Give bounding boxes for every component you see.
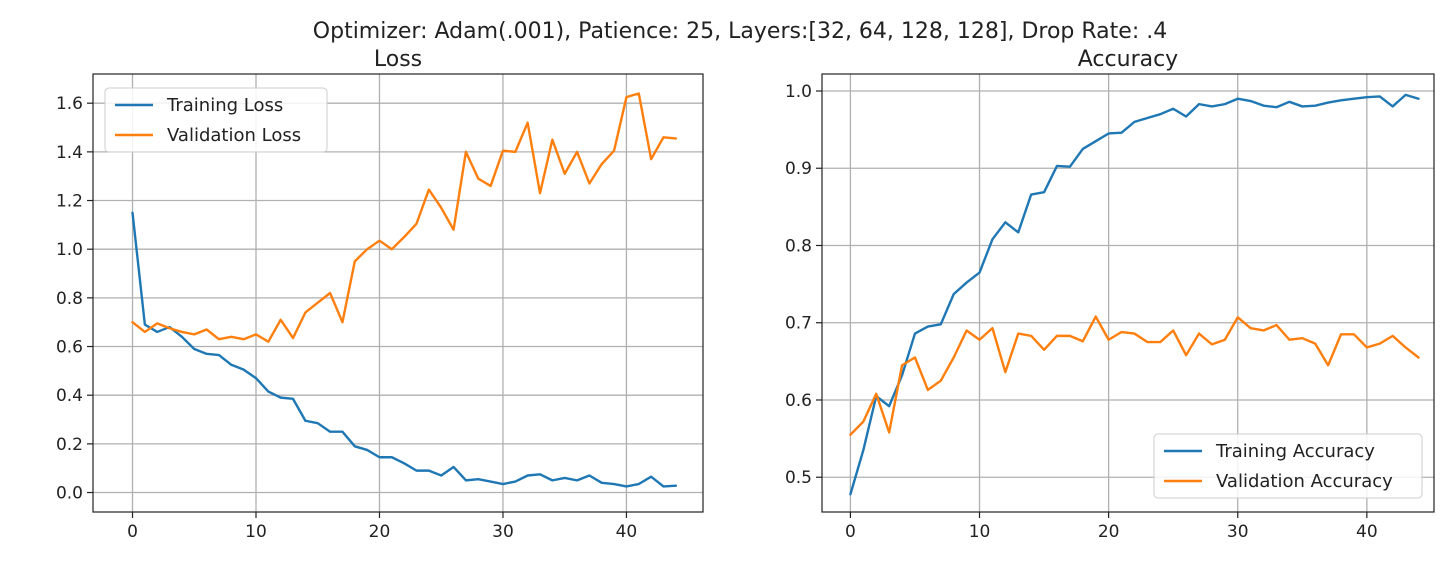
- accuracy-x-tick-label: 10: [969, 522, 991, 542]
- accuracy-y-tick-label: 0.5: [785, 468, 812, 488]
- loss-y-tick-label: 1.6: [56, 94, 83, 114]
- accuracy-legend-box: [1153, 433, 1423, 499]
- accuracy-y-tick-label: 0.7: [785, 314, 812, 334]
- training-loss-line: [131, 211, 678, 488]
- training-accuracy-legend-label: Training Accuracy: [1215, 441, 1375, 462]
- loss-y-tick-label: 1.4: [56, 143, 83, 163]
- accuracy-axes-frame: [821, 73, 1435, 513]
- loss-y-tick-label: 1.0: [56, 240, 83, 260]
- accuracy-chart-panel: Accuracy 0 10 20 30 40 0.5 0.6 0.7 0.8 0.9 1.0 Train…: [785, 47, 1435, 542]
- accuracy-legend: Training Accuracy Validation Accuracy: [1153, 433, 1423, 499]
- loss-x-tick-label: 0: [127, 522, 138, 542]
- accuracy-x-tick-label: 30: [1227, 522, 1249, 542]
- accuracy-x-tick-label: 0: [845, 522, 856, 542]
- loss-chart-panel: Loss 0 10 20 30 40 0.0 0.2 0.4 0.6 0.8 1.0 1.2 1.4 1.6…: [56, 47, 704, 542]
- loss-y-tick-label: 1.2: [56, 192, 83, 212]
- loss-y-tick-label: 0.0: [56, 484, 83, 504]
- accuracy-x-tick-label: 40: [1356, 522, 1378, 542]
- loss-y-tick-label: 0.4: [56, 386, 83, 406]
- validation-accuracy-line: [849, 315, 1420, 436]
- training-accuracy-line: [849, 93, 1420, 496]
- loss-chart-title: Loss: [374, 47, 422, 72]
- validation-accuracy-legend-label: Validation Accuracy: [1216, 471, 1393, 492]
- loss-x-tick-label: 30: [492, 522, 514, 542]
- loss-x-tick-label: 40: [616, 522, 638, 542]
- loss-y-tick-label: 0.6: [56, 338, 83, 358]
- loss-y-tick-label: 0.8: [56, 289, 83, 309]
- accuracy-y-tick-label: 1.0: [785, 82, 812, 102]
- loss-axes-frame: [92, 73, 704, 513]
- accuracy-y-tick-label: 0.8: [785, 236, 812, 256]
- loss-legend: Training Loss Validation Loss: [104, 87, 328, 153]
- accuracy-y-tick-label: 0.9: [785, 159, 812, 179]
- accuracy-chart-title: Accuracy: [1078, 47, 1178, 72]
- accuracy-y-tick-label: 0.6: [785, 391, 812, 411]
- validation-loss-legend-label: Validation Loss: [167, 125, 301, 146]
- loss-x-tick-label: 10: [245, 522, 267, 542]
- loss-y-tick-label: 0.2: [56, 435, 83, 455]
- training-loss-legend-label: Training Loss: [166, 95, 283, 116]
- figure-suptitle: Optimizer: Adam(.001), Patience: 25, Lay…: [313, 19, 1167, 44]
- loss-legend-box: [104, 87, 328, 153]
- loss-x-tick-label: 20: [369, 522, 391, 542]
- validation-loss-line: [131, 92, 678, 343]
- accuracy-x-tick-label: 20: [1098, 522, 1120, 542]
